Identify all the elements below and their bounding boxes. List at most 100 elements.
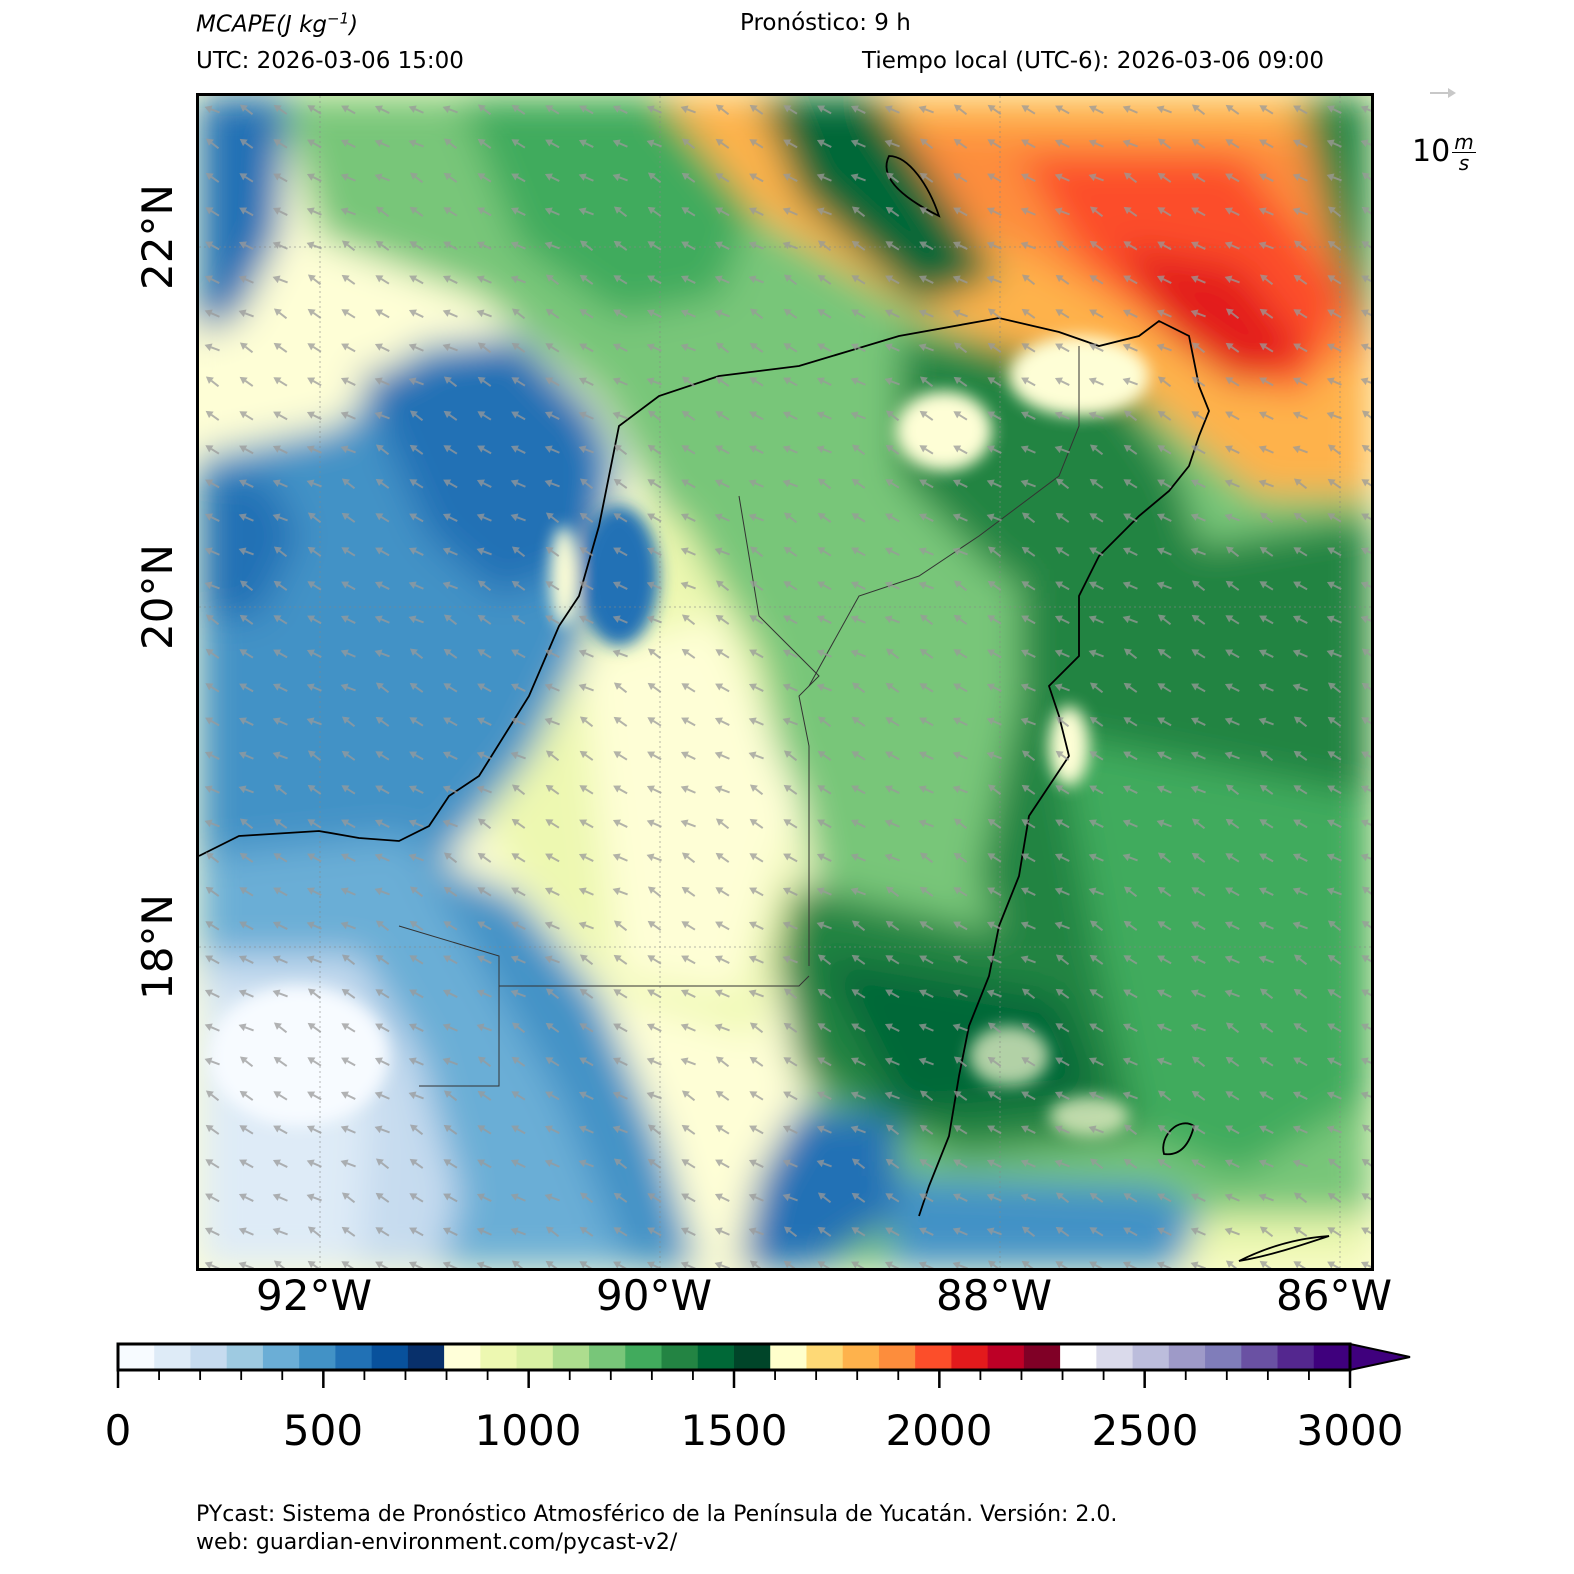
wind-arrow <box>1123 886 1138 898</box>
wind-arrow <box>306 717 322 726</box>
wind-arrow <box>647 1227 662 1237</box>
wind-arrow <box>817 785 832 795</box>
wind-arrow <box>477 411 492 421</box>
wind-arrow <box>272 717 288 726</box>
wind-arrow <box>1292 921 1308 930</box>
wind-arrow <box>986 955 1002 964</box>
wind-arrow <box>204 309 220 318</box>
wind-arrow <box>850 819 866 828</box>
wind-arrow <box>919 376 934 388</box>
wind-arrow <box>579 512 594 523</box>
wind-arrow <box>1259 819 1274 829</box>
wind-arrow <box>1088 581 1104 590</box>
wind-arrow <box>1225 308 1240 320</box>
wind-arrow <box>953 818 968 830</box>
wind-arrow <box>816 615 832 624</box>
wind-arrow <box>1190 547 1206 556</box>
wind-arrow <box>715 921 730 931</box>
wind-arrow <box>375 920 390 932</box>
wind-arrow <box>1191 104 1206 116</box>
wind-arrow <box>341 1261 356 1268</box>
wind-arrow <box>238 1193 254 1202</box>
wind-arrow <box>1021 105 1036 115</box>
colorbar-tick-1000: 1000 <box>474 1406 582 1455</box>
wind-arrow <box>986 1159 1002 1168</box>
wind-arrow <box>510 921 526 930</box>
wind-arrow <box>817 240 832 252</box>
wind-arrow <box>477 138 492 149</box>
wind-arrow <box>986 445 1002 454</box>
wind-arrow <box>544 717 560 726</box>
wind-arrow <box>1259 1022 1274 1033</box>
wind-arrow <box>1361 989 1371 999</box>
wind-arrow <box>1258 649 1274 658</box>
wind-arrow <box>715 1090 730 1101</box>
wind-arrow <box>1191 649 1206 659</box>
wind-arrow <box>1292 445 1308 454</box>
wind-arrow <box>340 1091 356 1100</box>
wind-arrow <box>1021 546 1036 557</box>
wind-arrow <box>1054 615 1070 624</box>
wind-arrow <box>1259 377 1274 387</box>
wind-arrow <box>782 649 798 658</box>
wind-arrow <box>1089 920 1104 932</box>
wind-arrow <box>953 1090 968 1101</box>
wind-arrow <box>341 1192 356 1204</box>
wind-arrow <box>851 785 866 795</box>
wind-arrow <box>1327 1261 1342 1268</box>
wind-arrow <box>204 513 220 522</box>
wind-arrow <box>680 581 696 590</box>
wind-arrow <box>1360 377 1371 386</box>
wind-arrow <box>1224 717 1240 726</box>
wind-arrow <box>1259 343 1274 353</box>
wind-arrow <box>273 784 288 796</box>
wind-arrow <box>783 343 798 353</box>
wind-arrow <box>749 1125 764 1135</box>
wind-arrow <box>205 886 220 897</box>
wind-arrow <box>1191 445 1206 455</box>
wind-arrow <box>1224 445 1240 454</box>
wind-arrow <box>885 717 900 727</box>
wind-arrow <box>238 785 254 794</box>
wind-arrow <box>1326 1057 1342 1066</box>
wind-arrow <box>1326 581 1342 590</box>
wind-arrow <box>1020 445 1036 454</box>
wind-arrow <box>1055 105 1070 115</box>
wind-arrow <box>1361 513 1371 523</box>
wind-arrow <box>680 343 696 352</box>
wind-arrow <box>1157 886 1172 897</box>
wind-arrow <box>851 1261 866 1268</box>
wind-arrow <box>1055 478 1070 490</box>
wind-arrow <box>748 751 764 760</box>
wind-arrow <box>307 615 322 625</box>
wind-arrow <box>646 853 662 862</box>
wind-arrow <box>1190 1261 1206 1268</box>
colorbar-cell <box>951 1344 989 1370</box>
wind-arrow <box>1122 105 1138 114</box>
wind-arrow <box>1258 921 1274 930</box>
wind-arrow <box>1190 513 1206 522</box>
wind-arrow <box>238 955 254 964</box>
wind-arrow <box>443 614 458 626</box>
colorbar-cell <box>734 1344 771 1370</box>
wind-arrow <box>1122 819 1138 828</box>
wind-arrow <box>1327 1192 1342 1203</box>
colorbar-cell <box>915 1344 953 1370</box>
wind-arrow <box>341 1057 356 1067</box>
wind-arrow <box>851 920 866 932</box>
wind-arrow <box>510 1159 526 1168</box>
wind-arrow <box>578 1125 594 1134</box>
wind-arrow <box>1225 818 1240 829</box>
wind-arrow <box>987 377 1002 387</box>
wind-arrow <box>749 377 764 387</box>
wind-arrow <box>545 750 560 762</box>
wind-arrow <box>1088 343 1104 352</box>
wind-arrow <box>612 1125 628 1134</box>
wind-arrow <box>952 1193 968 1202</box>
wind-arrow <box>749 546 764 558</box>
wind-arrow <box>749 649 764 659</box>
wind-arrow <box>1327 478 1342 489</box>
wind-arrow <box>408 581 424 590</box>
wind-arrow <box>1361 920 1371 931</box>
colorbar-cell <box>118 1344 155 1370</box>
